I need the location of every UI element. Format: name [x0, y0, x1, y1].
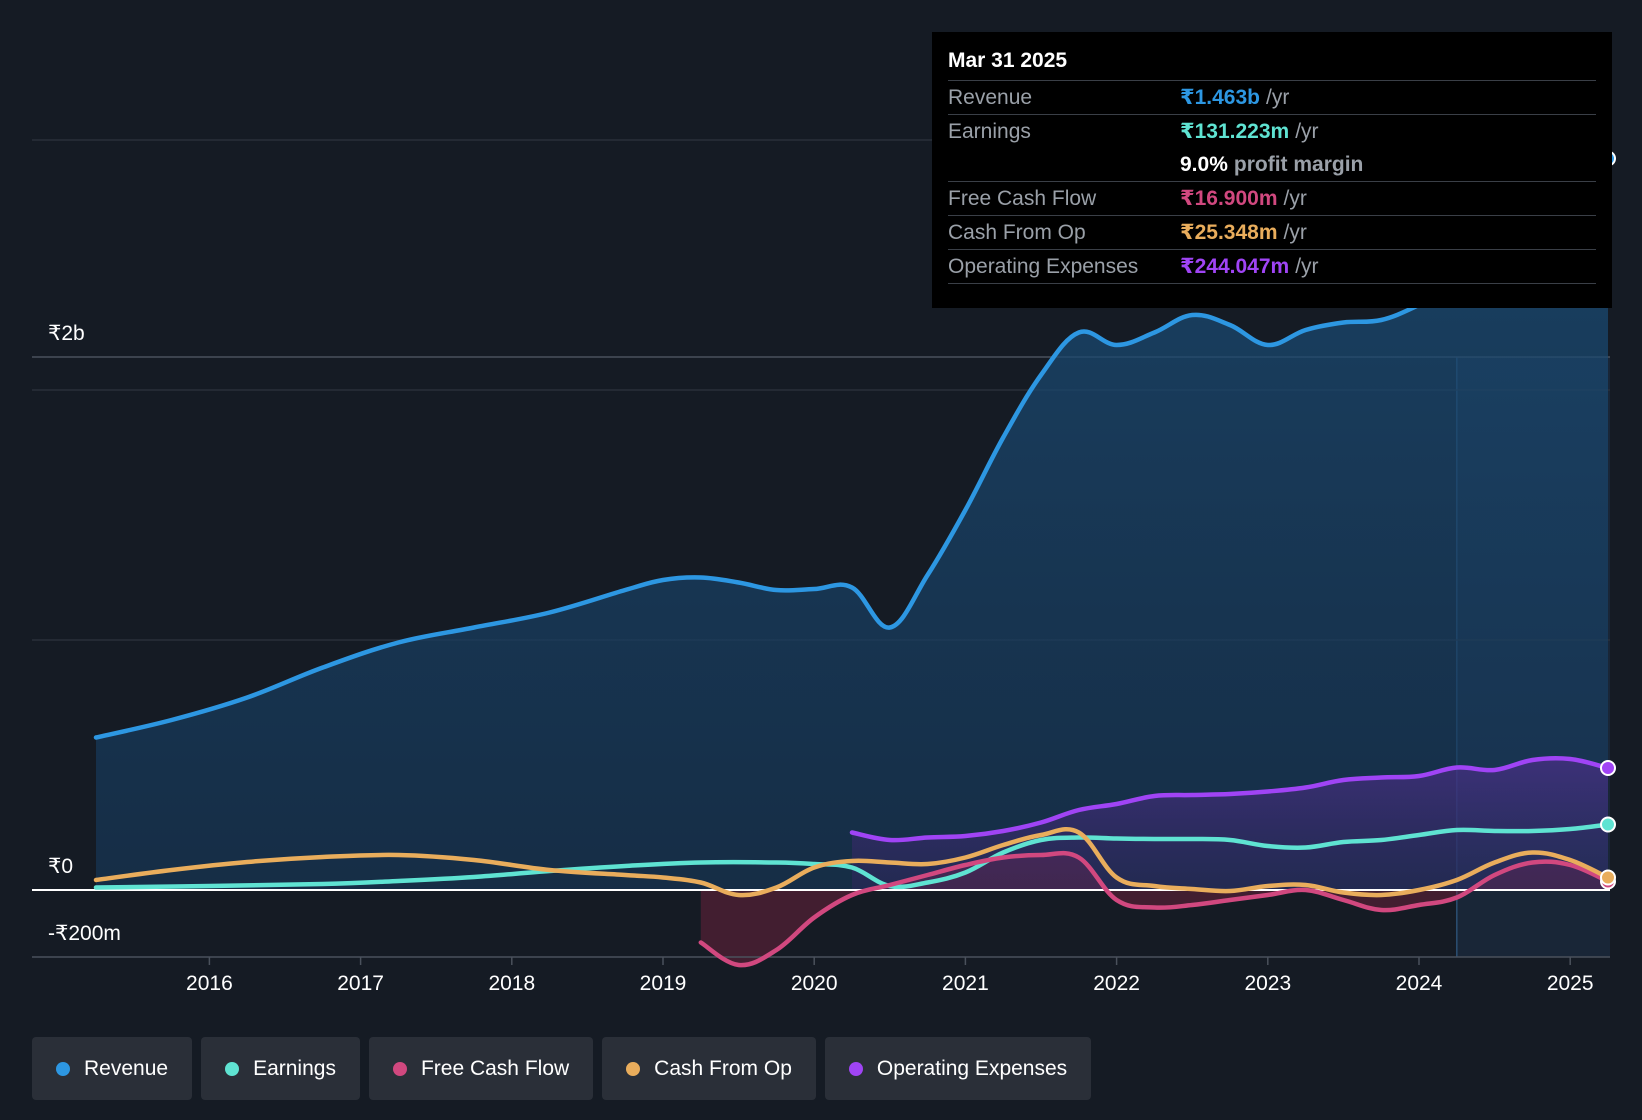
opex-endpoint	[1600, 760, 1616, 776]
tooltip-value: ₹131.223m	[1180, 120, 1290, 143]
legend-dot-icon	[392, 1061, 407, 1076]
x-tick-label: 2017	[337, 972, 384, 995]
earnings-line	[93, 822, 1611, 890]
tooltip-unit: profit margin	[1233, 152, 1364, 176]
tooltip-unit: /yr	[1283, 220, 1307, 244]
tooltip-row-fcf: Free Cash Flow ₹16.900m /yr	[948, 181, 1596, 215]
legend-item-opex[interactable]: Operating Expenses	[824, 1037, 1092, 1100]
legend-dot-icon	[848, 1061, 863, 1076]
x-axis-ticks: 2016 2017 2018 2019 2020 2021 2022 2023 2024 2025	[186, 957, 1594, 995]
x-tick-label: 2024	[1396, 972, 1443, 995]
tooltip-unit: /yr	[1266, 85, 1290, 109]
legend-dot-icon	[225, 1061, 240, 1076]
legend-item-fcf[interactable]: Free Cash Flow	[368, 1037, 594, 1100]
tooltip-date: Mar 31 2025	[948, 49, 1068, 72]
legend-item-revenue[interactable]: Revenue	[32, 1037, 193, 1100]
tooltip-unit: /yr	[1295, 119, 1319, 143]
tooltip-panel: Mar 31 2025 Revenue ₹1.463b /yr Earnings…	[932, 32, 1612, 308]
tooltip-label: Cash From Op	[948, 220, 1086, 244]
y-label-zero: ₹0	[48, 855, 73, 878]
tooltip-label: Free Cash Flow	[948, 186, 1097, 210]
tooltip-row-earnings: Earnings ₹131.223m /yr	[948, 114, 1596, 148]
legend-label: Revenue	[84, 1056, 169, 1080]
tooltip-label: Operating Expenses	[948, 254, 1139, 278]
tooltip-value: ₹244.047m	[1180, 255, 1290, 278]
legend: Revenue Earnings Free Cash Flow Cash Fro…	[32, 1037, 1092, 1100]
tooltip-value: ₹25.348m	[1180, 221, 1278, 244]
y-label-top: ₹2b	[48, 322, 85, 345]
cfo-line	[93, 827, 1611, 898]
tooltip-value: ₹16.900m	[1180, 187, 1278, 210]
tooltip-label: Revenue	[948, 85, 1033, 109]
tooltip-value: ₹1.463b	[1180, 86, 1260, 109]
legend-label: Earnings	[253, 1056, 336, 1080]
tooltip-row-opex: Operating Expenses ₹244.047m /yr	[948, 249, 1596, 284]
x-tick-label: 2018	[488, 972, 535, 995]
legend-dot-icon	[626, 1061, 641, 1076]
cfo-endpoint	[1600, 869, 1616, 886]
fcf-line	[698, 850, 1611, 968]
legend-label: Operating Expenses	[876, 1056, 1068, 1080]
legend-dot-icon	[56, 1061, 70, 1076]
x-tick-label: 2019	[640, 972, 687, 995]
revenue-area	[96, 142, 1608, 890]
legend-item-cfo[interactable]: Cash From Op	[602, 1037, 816, 1100]
tooltip-row-cfo: Cash From Op ₹25.348m /yr	[948, 215, 1596, 249]
tooltip-row-revenue: Revenue ₹1.463b /yr	[948, 80, 1596, 114]
x-tick-label: 2021	[942, 972, 989, 995]
tooltip-row-profit-margin: 9.0% profit margin	[948, 148, 1596, 181]
y-label-bottom: -₹200m	[48, 922, 121, 945]
opex-line	[849, 755, 1611, 843]
x-tick-label: 2016	[186, 972, 233, 995]
revenue-line	[93, 140, 1611, 740]
x-tick-label: 2023	[1244, 972, 1291, 995]
tooltip-unit: /yr	[1283, 186, 1307, 210]
x-tick-label: 2022	[1093, 972, 1140, 995]
series-lines	[93, 140, 1611, 968]
legend-label: Free Cash Flow	[420, 1056, 570, 1080]
legend-label: Cash From Op	[654, 1056, 792, 1080]
tooltip-label: Earnings	[948, 119, 1031, 143]
earnings-endpoint	[1600, 816, 1616, 833]
legend-item-earnings[interactable]: Earnings	[201, 1037, 360, 1100]
tooltip-unit: /yr	[1295, 254, 1319, 278]
x-tick-label: 2025	[1547, 972, 1594, 995]
x-tick-label: 2020	[791, 972, 838, 995]
tooltip-value: 9.0%	[1180, 152, 1228, 176]
